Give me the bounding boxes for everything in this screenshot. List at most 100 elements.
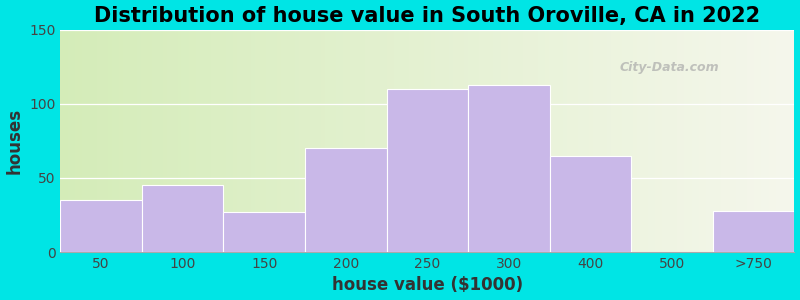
Bar <box>526 22 530 252</box>
Bar <box>255 22 258 252</box>
Bar <box>640 22 644 252</box>
Bar <box>306 22 310 252</box>
Bar <box>406 22 409 252</box>
Bar <box>226 22 229 252</box>
Bar <box>152 22 156 252</box>
Bar <box>721 22 725 252</box>
Bar <box>358 22 362 252</box>
Bar <box>674 22 677 252</box>
Bar <box>453 22 457 252</box>
Bar <box>203 22 207 252</box>
Bar <box>251 22 255 252</box>
Bar <box>60 200 142 252</box>
Bar <box>413 22 416 252</box>
Bar <box>214 22 218 252</box>
Bar <box>318 22 321 252</box>
Bar <box>497 22 501 252</box>
Bar <box>237 22 240 252</box>
Bar <box>478 22 482 252</box>
Bar <box>633 22 637 252</box>
Bar <box>244 22 247 252</box>
Bar <box>122 22 126 252</box>
Bar <box>240 22 244 252</box>
Bar <box>350 22 354 252</box>
Bar <box>732 22 736 252</box>
Bar <box>305 148 386 252</box>
Bar <box>302 22 306 252</box>
Bar <box>523 22 526 252</box>
Bar <box>314 22 318 252</box>
Bar <box>126 22 130 252</box>
Bar <box>398 22 402 252</box>
Bar <box>468 22 471 252</box>
Bar <box>739 22 743 252</box>
Bar <box>464 22 468 252</box>
Bar <box>354 22 358 252</box>
Bar <box>773 22 776 252</box>
Bar <box>416 22 420 252</box>
Bar <box>104 22 108 252</box>
Bar <box>71 22 75 252</box>
Bar <box>578 22 582 252</box>
Bar <box>611 22 614 252</box>
Bar <box>783 22 787 252</box>
Bar <box>570 22 574 252</box>
Bar <box>442 22 446 252</box>
X-axis label: house value ($1000): house value ($1000) <box>332 276 523 294</box>
Bar <box>299 22 302 252</box>
Bar <box>75 22 78 252</box>
Bar <box>622 22 626 252</box>
Bar <box>550 156 631 252</box>
Bar <box>163 22 166 252</box>
Bar <box>229 22 233 252</box>
Bar <box>644 22 648 252</box>
Bar <box>101 22 104 252</box>
Bar <box>563 22 567 252</box>
Bar <box>603 22 607 252</box>
Bar <box>223 212 305 252</box>
Bar <box>695 22 699 252</box>
Bar <box>552 22 556 252</box>
Bar <box>409 22 413 252</box>
Bar <box>534 22 538 252</box>
Bar <box>618 22 622 252</box>
Bar <box>475 22 478 252</box>
Bar <box>519 22 523 252</box>
Bar <box>328 22 332 252</box>
Bar <box>159 22 163 252</box>
Bar <box>266 22 270 252</box>
Bar <box>688 22 692 252</box>
Bar <box>145 22 149 252</box>
Bar <box>346 22 350 252</box>
Bar <box>332 22 336 252</box>
Bar <box>607 22 611 252</box>
Bar <box>431 22 434 252</box>
Bar <box>658 22 662 252</box>
Bar <box>185 22 189 252</box>
Bar <box>750 22 754 252</box>
Bar <box>670 22 674 252</box>
Bar <box>427 22 431 252</box>
Bar <box>736 22 739 252</box>
Bar <box>82 22 86 252</box>
Bar <box>651 22 655 252</box>
Bar <box>112 22 115 252</box>
Bar <box>630 22 633 252</box>
Bar <box>515 22 519 252</box>
Bar <box>86 22 90 252</box>
Bar <box>541 22 545 252</box>
Bar <box>343 22 346 252</box>
Bar <box>461 22 464 252</box>
Bar <box>288 22 291 252</box>
Bar <box>387 22 390 252</box>
Bar <box>376 22 380 252</box>
Bar <box>291 22 295 252</box>
Bar <box>166 22 170 252</box>
Bar <box>776 22 780 252</box>
Bar <box>692 22 695 252</box>
Bar <box>193 22 196 252</box>
Bar <box>390 22 394 252</box>
Bar <box>372 22 376 252</box>
Bar <box>681 22 684 252</box>
Bar <box>362 22 365 252</box>
